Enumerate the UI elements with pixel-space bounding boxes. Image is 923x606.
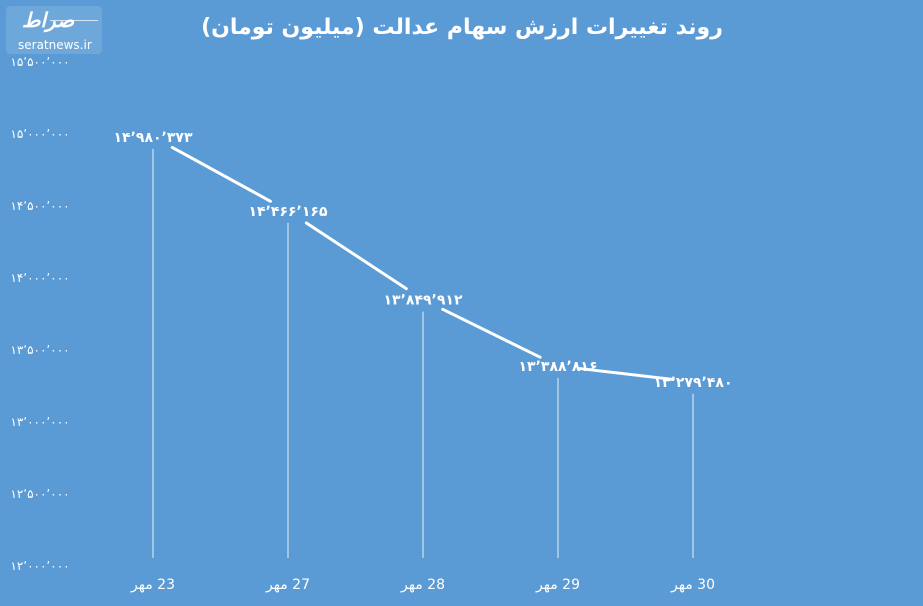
seratnews-watermark: صراط seratnews.ir <box>6 6 102 54</box>
drop-lines <box>152 148 694 558</box>
x-tick-label: 23 مهر <box>130 577 175 593</box>
x-axis: 23 مهر 27 مهر 28 مهر 29 مهر 30 مهر <box>130 577 715 593</box>
y-tick-label: ۱۵٬۰۰۰٬۰۰۰ <box>10 127 69 141</box>
y-axis: ۱۵٬۵۰۰٬۰۰۰ ۱۵٬۰۰۰٬۰۰۰ ۱۴٬۵۰۰٬۰۰۰ ۱۴٬۰۰۰٬۰۰۰… <box>10 55 69 573</box>
y-tick-label: ۱۴٬۰۰۰٬۰۰۰ <box>10 271 69 285</box>
y-tick-label: ۱۲٬۵۰۰٬۰۰۰ <box>10 487 69 501</box>
series-segment <box>441 307 542 359</box>
series-segment <box>170 145 272 203</box>
data-label: ۱۳٬۲۷۹٬۴۸۰ <box>654 375 733 391</box>
chart-title: روند تغییرات ارزش سهام عدالت (میلیون توم… <box>201 15 723 40</box>
x-tick-label: 28 مهر <box>400 577 445 593</box>
y-tick-label: ۱۵٬۵۰۰٬۰۰۰ <box>10 55 69 69</box>
data-labels: ۱۴٬۹۸۰٬۳۷۳ ۱۴٬۴۶۶٬۱۶۵ ۱۳٬۸۴۹٬۹۱۲ ۱۳٬۳۸۸٬۸۱۶… <box>114 130 733 391</box>
data-label: ۱۴٬۴۶۶٬۱۶۵ <box>249 204 328 220</box>
y-tick-label: ۱۳٬۵۰۰٬۰۰۰ <box>10 343 69 357</box>
data-label: ۱۳٬۸۴۹٬۹۱۲ <box>384 293 463 309</box>
y-tick-label: ۱۴٬۵۰۰٬۰۰۰ <box>10 199 69 213</box>
data-label: ۱۴٬۹۸۰٬۳۷۳ <box>114 130 193 146</box>
series-segment <box>578 367 675 381</box>
series-line <box>170 145 675 381</box>
x-tick-label: 30 مهر <box>670 577 715 593</box>
x-tick-label: 27 مهر <box>265 577 310 593</box>
x-tick-label: 29 مهر <box>535 577 580 593</box>
series-segment <box>304 221 408 291</box>
y-tick-label: ۱۳٬۰۰۰٬۰۰۰ <box>10 415 69 429</box>
watermark-url: seratnews.ir <box>18 38 92 52</box>
y-tick-label: ۱۲٬۰۰۰٬۰۰۰ <box>10 559 69 573</box>
watermark-underline <box>50 20 98 27</box>
data-label: ۱۳٬۳۸۸٬۸۱۶ <box>519 359 598 375</box>
